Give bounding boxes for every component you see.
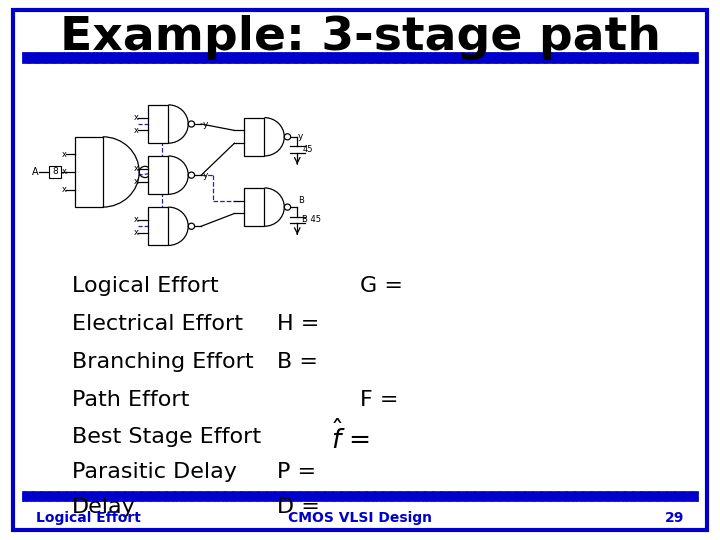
Bar: [244, 118, 264, 156]
Text: B: B: [298, 197, 304, 206]
Text: F =: F =: [360, 389, 398, 410]
Text: x: x: [134, 126, 139, 135]
Text: x: x: [134, 228, 139, 237]
Bar: [148, 207, 168, 245]
Text: $\hat{f}$ =: $\hat{f}$ =: [331, 420, 370, 455]
Text: B =: B =: [277, 352, 318, 372]
Text: y: y: [203, 171, 208, 180]
Text: B 45: B 45: [302, 215, 321, 225]
Bar: [22, 491, 698, 501]
Text: x: x: [61, 150, 66, 159]
Text: Branching Effort: Branching Effort: [72, 352, 253, 372]
Text: Parasitic Delay: Parasitic Delay: [72, 462, 237, 483]
Text: Logical Effort: Logical Effort: [72, 276, 219, 296]
Text: D =: D =: [277, 496, 320, 517]
Text: A: A: [32, 167, 38, 177]
Text: Electrical Effort: Electrical Effort: [72, 314, 243, 334]
Text: Path Effort: Path Effort: [72, 389, 189, 410]
Text: y: y: [203, 119, 208, 129]
Text: 29: 29: [665, 511, 684, 525]
Text: 8: 8: [52, 167, 58, 177]
Text: Best Stage Effort: Best Stage Effort: [72, 427, 261, 448]
Bar: [148, 156, 168, 194]
Text: G =: G =: [360, 276, 403, 296]
Bar: [244, 188, 264, 226]
Text: 45: 45: [302, 145, 312, 154]
Text: CMOS VLSI Design: CMOS VLSI Design: [288, 511, 432, 525]
Text: x: x: [61, 167, 66, 177]
Text: Logical Effort: Logical Effort: [36, 511, 141, 525]
Text: Example: 3-stage path: Example: 3-stage path: [60, 15, 660, 60]
Text: x: x: [134, 177, 139, 186]
Bar: [22, 52, 698, 63]
Text: P =: P =: [277, 462, 316, 483]
Text: x: x: [61, 185, 66, 194]
Text: y: y: [297, 132, 302, 141]
Bar: [49, 166, 61, 178]
Bar: [76, 137, 103, 207]
Text: x: x: [134, 113, 139, 122]
Text: x: x: [134, 164, 139, 173]
Bar: [148, 105, 168, 143]
Text: Delay: Delay: [72, 496, 136, 517]
Text: x: x: [134, 215, 139, 225]
Text: H =: H =: [277, 314, 320, 334]
